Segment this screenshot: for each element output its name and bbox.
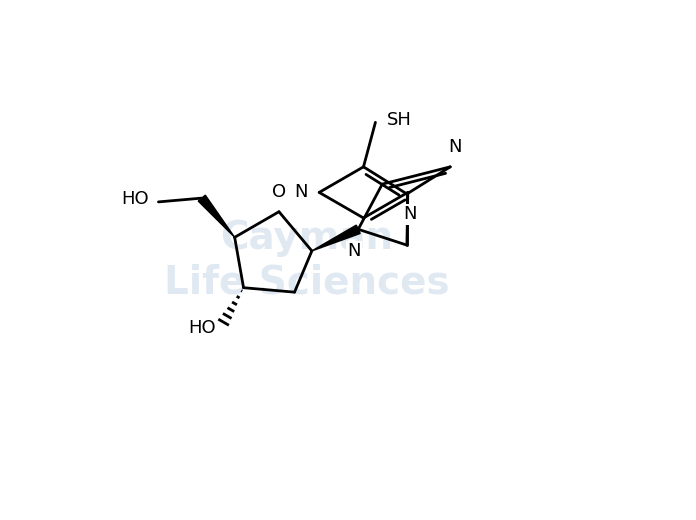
Text: Cayman
Life Sciences: Cayman Life Sciences xyxy=(164,219,450,301)
Text: N: N xyxy=(404,205,417,223)
Text: N: N xyxy=(294,184,308,201)
Text: SH: SH xyxy=(387,111,411,129)
Polygon shape xyxy=(312,225,360,251)
Text: N: N xyxy=(449,138,462,155)
Text: HO: HO xyxy=(188,319,216,337)
Text: N: N xyxy=(347,242,361,260)
Text: O: O xyxy=(272,184,286,201)
Polygon shape xyxy=(198,195,235,237)
Text: HO: HO xyxy=(122,190,149,209)
